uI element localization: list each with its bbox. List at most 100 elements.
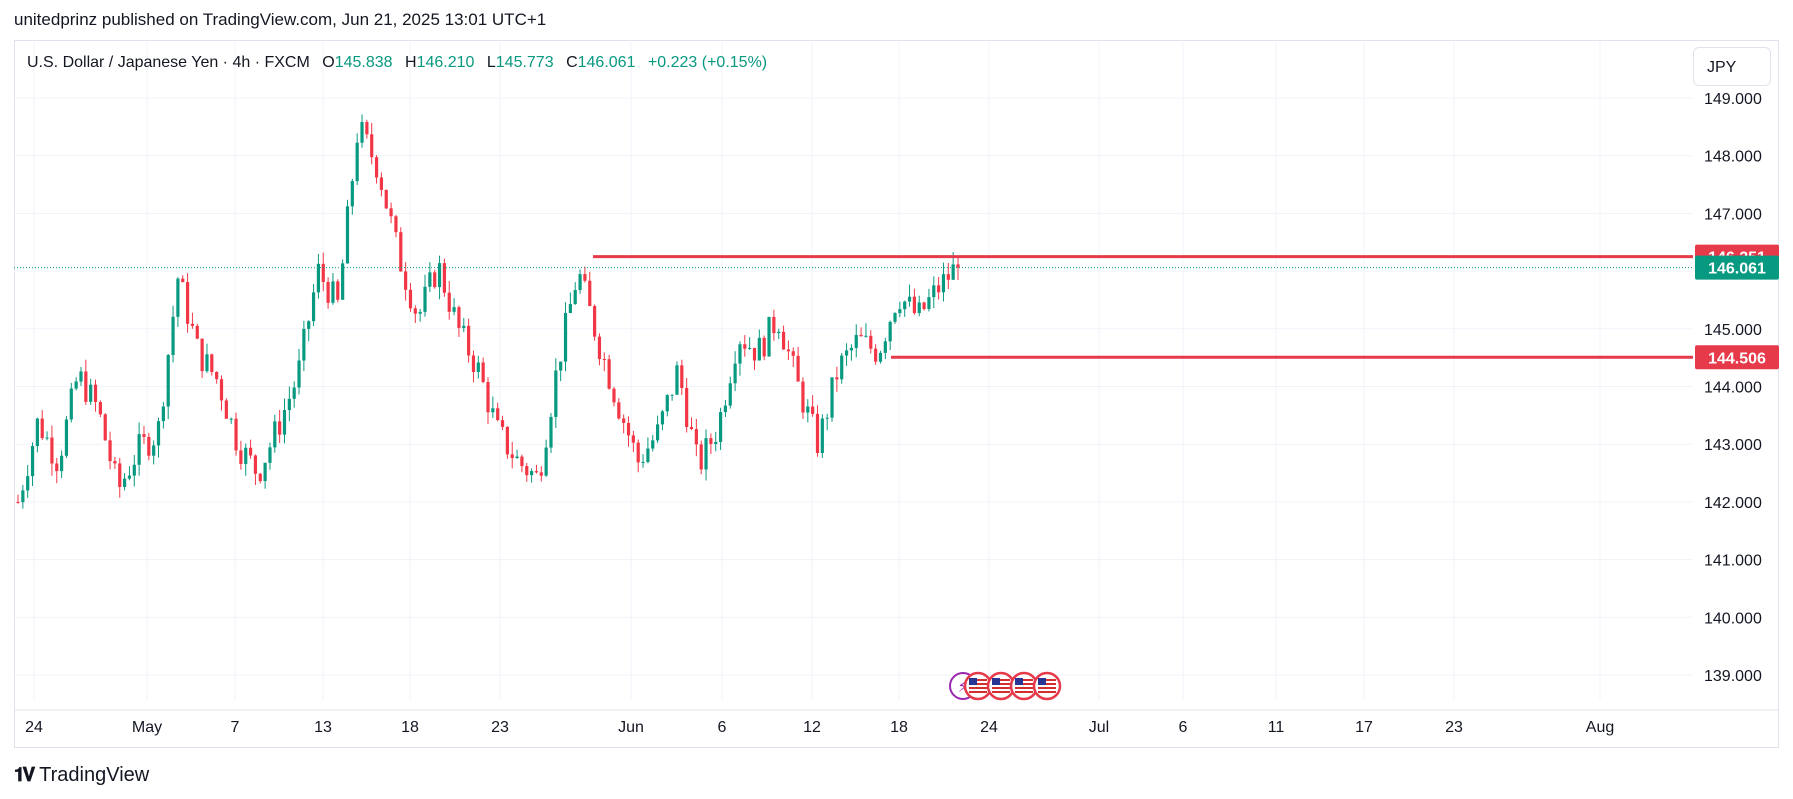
flag-stripe: [1038, 679, 1056, 681]
tradingview-logo[interactable]: 𝟏𝐕 TradingView: [14, 760, 149, 790]
candle-body: [835, 377, 839, 380]
candle-body: [26, 476, 30, 491]
candle-body: [830, 377, 834, 418]
candle-body: [471, 355, 476, 372]
candle-body: [311, 292, 316, 322]
candle-body: [219, 379, 224, 401]
candle-body: [467, 325, 471, 356]
candle-body: [704, 438, 708, 470]
candle-body: [45, 437, 49, 439]
candle-body: [447, 292, 451, 312]
candle-body: [171, 316, 175, 356]
candle-body: [878, 352, 883, 362]
candle-body: [801, 381, 805, 413]
y-tick-label: 143.000: [1704, 437, 1762, 454]
candle-body: [108, 440, 112, 462]
symbol-title[interactable]: U.S. Dollar / Japanese Yen · 4h · FXCM: [27, 54, 310, 71]
candle-body: [181, 278, 185, 283]
tradingview-logo-text: TradingView: [39, 763, 150, 786]
last-price-label: 146.061: [1708, 261, 1766, 278]
candle-body: [859, 334, 863, 337]
candle-body: [413, 308, 417, 314]
close-value: 146.061: [577, 54, 636, 71]
candle-body: [898, 309, 902, 314]
candle-body: [820, 418, 824, 454]
candle-body: [844, 350, 849, 356]
candle-body: [132, 464, 136, 476]
candle-body: [718, 412, 723, 442]
candle-body: [554, 370, 558, 417]
candle-body: [137, 434, 141, 465]
candle-body: [127, 475, 132, 479]
candle-body: [74, 381, 78, 389]
candle-body: [244, 447, 248, 464]
candle-body: [229, 418, 233, 420]
ohlc-legend: U.S. Dollar / Japanese Yen · 4h · FXCM O…: [27, 54, 767, 72]
candle-body: [69, 388, 73, 420]
last-price-badge: [1695, 255, 1779, 280]
candle-body: [714, 441, 718, 444]
candle-body: [316, 263, 321, 293]
candle-body: [404, 271, 408, 290]
low-label: L: [486, 54, 496, 71]
candle-body: [35, 418, 39, 447]
candle-body: [437, 263, 442, 288]
candle-body: [500, 420, 505, 427]
candle-body: [297, 360, 301, 388]
currency-button[interactable]: JPY: [1693, 47, 1771, 86]
candle-body: [428, 272, 432, 287]
candle-body: [777, 331, 781, 334]
high-value: 146.210: [416, 54, 475, 71]
y-tick-label: 140.000: [1704, 610, 1762, 627]
candle-body: [699, 444, 703, 470]
candle-body: [234, 418, 238, 451]
candle-body: [869, 335, 873, 349]
candle-body: [622, 418, 626, 423]
candle-body: [849, 347, 854, 351]
x-tick-label: 11: [1268, 719, 1285, 736]
candle-body: [903, 301, 907, 310]
flag-stripe: [992, 679, 1010, 681]
candle-body: [748, 347, 752, 349]
y-tick-label: 145.000: [1704, 322, 1762, 339]
candle-body: [510, 454, 514, 459]
y-tick-label: 149.000: [1704, 91, 1762, 108]
x-tick-label: 6: [1179, 719, 1188, 736]
candle-body: [491, 408, 495, 413]
high-label: H: [405, 54, 417, 71]
candle-body: [573, 289, 577, 305]
candle-body: [190, 323, 195, 326]
x-tick-label: Aug: [1586, 719, 1614, 736]
candle-body: [927, 297, 931, 310]
candle-body: [55, 463, 59, 472]
flag-canton: [1015, 678, 1023, 685]
us-flag-event-icon[interactable]: [1032, 671, 1062, 701]
price-chart[interactable]: 149.000148.000147.000146.000145.000144.0…: [0, 0, 1793, 760]
candle-body: [379, 177, 384, 190]
candle-body: [341, 263, 345, 300]
candle-body: [563, 312, 568, 362]
change-value: +0.223 (+0.15%): [647, 54, 768, 71]
candle-body: [893, 313, 897, 322]
candle-body: [113, 461, 117, 464]
candle-body: [40, 418, 44, 439]
candle-body: [534, 471, 539, 473]
flag-stripe: [992, 691, 1010, 693]
candle-body: [607, 359, 611, 389]
candle-body: [665, 395, 669, 412]
candle-body: [815, 413, 820, 454]
candle-body: [874, 348, 878, 362]
candle-body: [588, 280, 592, 307]
candle-body: [530, 471, 534, 476]
candle-body: [452, 307, 456, 312]
candle-body: [345, 206, 350, 264]
candle-body: [762, 337, 766, 357]
candle-body: [147, 436, 151, 456]
y-tick-label: 141.000: [1704, 553, 1762, 570]
candle-body: [161, 406, 165, 422]
flag-stripe: [1015, 687, 1033, 689]
x-tick-label: 12: [803, 719, 821, 736]
candle-body: [854, 334, 858, 348]
candle-body: [302, 328, 306, 361]
candle-body: [888, 321, 892, 342]
